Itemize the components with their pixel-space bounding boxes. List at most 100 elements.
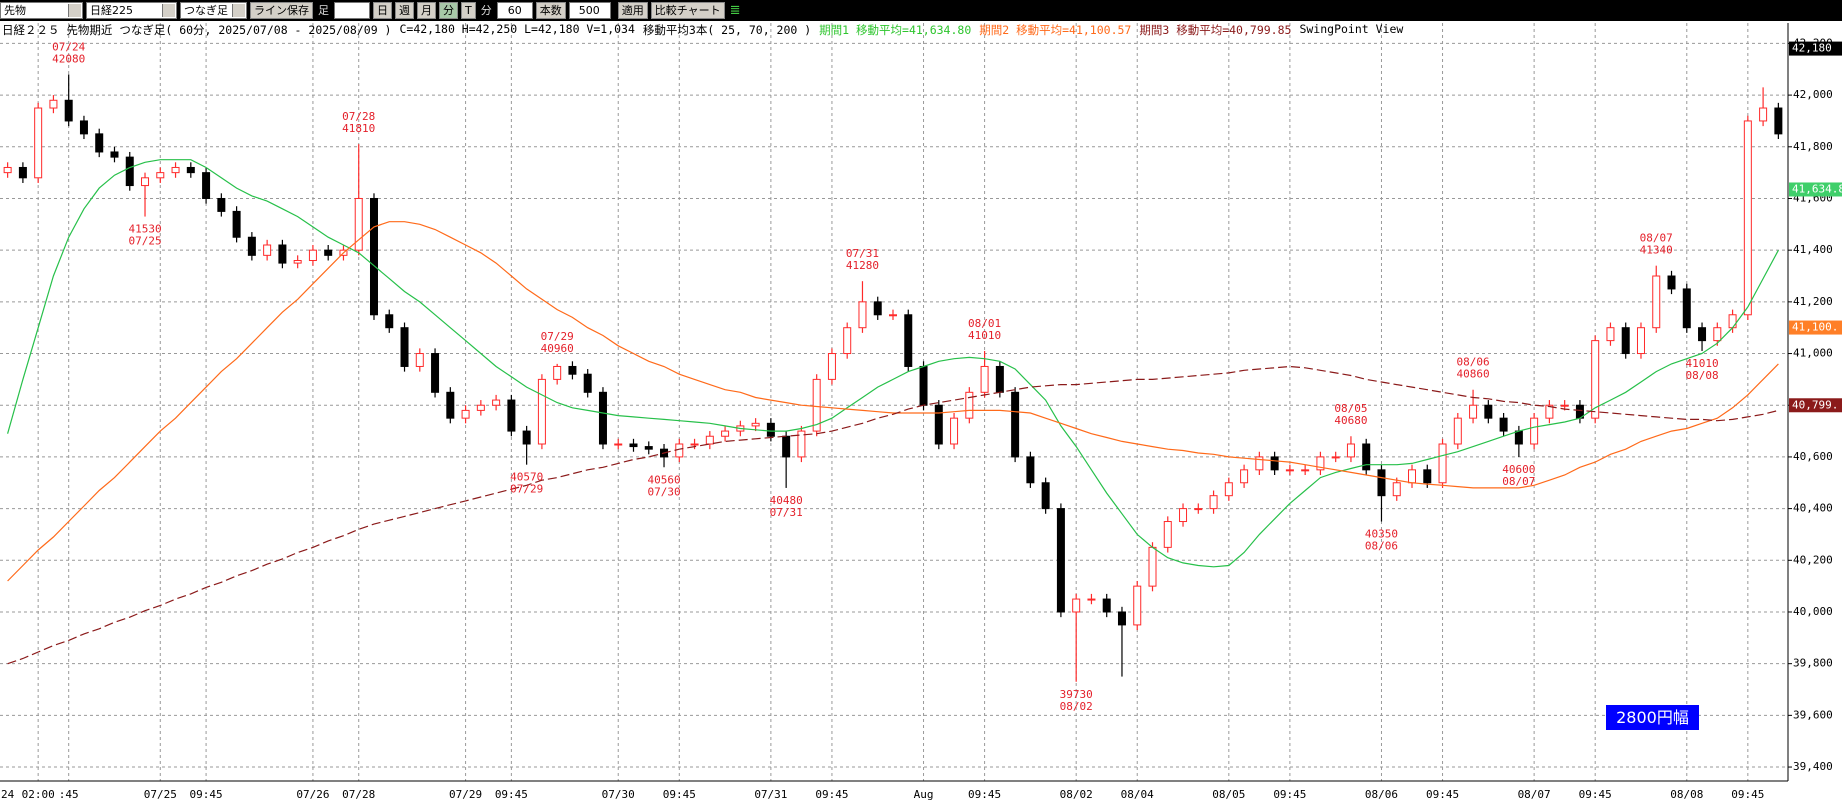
swing-value: 41010	[1685, 357, 1718, 370]
x-tick-label: 08/08	[1670, 788, 1703, 801]
period-button[interactable]: 分	[439, 2, 458, 19]
candle-body	[950, 417, 959, 445]
compare-button[interactable]: 比較チャート	[650, 2, 725, 19]
candle-body	[1621, 327, 1630, 355]
candle-body	[507, 399, 516, 432]
candle-body	[1469, 404, 1478, 419]
candle-body	[843, 327, 852, 355]
candle-body	[1148, 546, 1157, 587]
count-input[interactable]: 500	[568, 2, 611, 19]
apply-button[interactable]: 適用	[617, 2, 648, 19]
header-ma1: 期間1 移動平均=41,634.80	[819, 23, 972, 37]
x-tick-label: 07/28	[342, 788, 375, 801]
candle-body	[1774, 107, 1783, 135]
swing-date: 08/05	[1334, 402, 1367, 415]
candle-body	[751, 422, 760, 427]
candle-body	[79, 120, 88, 135]
candle-body	[537, 378, 546, 445]
candle-body	[1209, 495, 1218, 510]
candle-body	[156, 172, 165, 179]
candle-body	[49, 99, 58, 109]
swing-date: 08/02	[1060, 700, 1093, 713]
candle-body	[64, 99, 73, 122]
candle-body	[934, 404, 943, 445]
candle-body	[1087, 598, 1096, 601]
chart-icon[interactable]: ≣	[729, 3, 741, 18]
interval-input[interactable]: 60	[496, 2, 533, 19]
candle-body	[919, 365, 928, 406]
period-button[interactable]: 日	[373, 2, 392, 19]
candle-body	[1224, 482, 1233, 497]
candle-body	[858, 301, 867, 329]
candle-body	[1667, 275, 1676, 290]
x-tick-label: 09:45	[663, 788, 696, 801]
period-button[interactable]: T	[461, 2, 476, 19]
candle-body	[522, 430, 531, 445]
candle-body	[1346, 443, 1355, 458]
period-button[interactable]: 週	[395, 2, 414, 19]
candle-body	[1636, 327, 1645, 355]
mode-select[interactable]: つなぎ足	[180, 2, 247, 19]
candle-body	[125, 156, 134, 187]
candle-body	[110, 151, 119, 158]
swing-date: 08/08	[1685, 369, 1718, 382]
x-tick-label: 02:00	[22, 788, 55, 801]
candle-body	[965, 391, 974, 419]
swing-value: 41280	[846, 259, 879, 272]
candle-body	[690, 443, 699, 446]
x-tick-label: 08/06	[1365, 788, 1398, 801]
swing-date: 08/06	[1457, 356, 1490, 369]
y-tick-label: 40,600	[1793, 450, 1833, 463]
candle-body	[568, 365, 577, 375]
candle-body	[247, 236, 256, 256]
candle-body	[1423, 469, 1432, 484]
candle-body	[415, 353, 424, 367]
candle-body	[1255, 456, 1264, 471]
y-tick-label: 41,000	[1793, 347, 1833, 360]
swing-date: 07/30	[647, 485, 680, 498]
x-tick-label: 09:45	[815, 788, 848, 801]
candle-body	[675, 443, 684, 458]
header-view: SwingPoint View	[1299, 22, 1404, 36]
candle-body	[629, 443, 638, 448]
swing-date: 07/31	[846, 247, 879, 260]
header-ma-title: 移動平均3本( 25, 70, 200 )	[642, 23, 812, 37]
y-tick-label: 41,400	[1793, 243, 1833, 256]
candle-body	[324, 249, 333, 256]
swing-value: 39730	[1060, 688, 1093, 701]
period-button[interactable]: 月	[417, 2, 436, 19]
swing-value: 41530	[128, 223, 161, 236]
candle-body	[1408, 469, 1417, 484]
candle-body	[1270, 456, 1279, 471]
x-tick-label: 07/25	[144, 788, 177, 801]
candle-body	[1743, 120, 1752, 316]
swing-value: 41340	[1640, 244, 1673, 257]
swing-date: 08/06	[1365, 540, 1398, 553]
candle-body	[385, 314, 394, 329]
header-ma3: 期間3 移動平均=40,799.85	[1139, 23, 1292, 37]
x-tick-label: 09:45	[495, 788, 528, 801]
symbol-select[interactable]: 日経225	[86, 2, 177, 19]
range-label: 2800円幅	[1606, 705, 1699, 730]
market-select[interactable]: 先物	[0, 2, 83, 19]
style-box[interactable]	[334, 2, 370, 19]
candle-body	[797, 430, 806, 458]
candle-body	[889, 314, 897, 317]
unit-label: 分	[480, 4, 492, 17]
swing-value: 41010	[968, 329, 1001, 342]
candle-body	[812, 378, 821, 432]
x-tick-label: 08/05	[1212, 788, 1245, 801]
swing-value: 40570	[510, 471, 543, 484]
last-value-box	[1789, 182, 1842, 197]
candle-body	[1713, 327, 1722, 342]
candle-body	[1285, 469, 1294, 472]
candle-body	[1499, 417, 1508, 432]
save-button[interactable]: ライン保存	[250, 2, 313, 19]
candle-body	[1117, 611, 1126, 626]
swing-value: 40680	[1334, 414, 1367, 427]
candle-body	[766, 422, 775, 437]
last-value-label: 41,100.	[1792, 321, 1838, 334]
candle-body	[1240, 469, 1249, 484]
